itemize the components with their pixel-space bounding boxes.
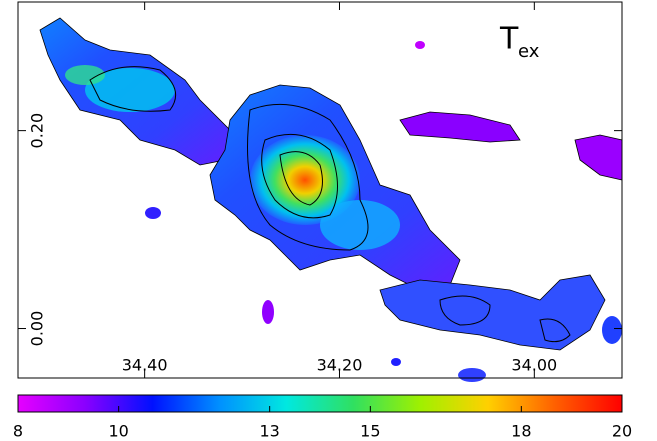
colorbar-tick-label: 18 bbox=[511, 422, 531, 441]
emission-map bbox=[39, 17, 623, 382]
colorbar-tick-label: 20 bbox=[612, 422, 632, 441]
x-tick-label: 34.00 bbox=[511, 356, 557, 375]
colorbar-tick-label: 10 bbox=[108, 422, 128, 441]
axes: 34.40 34.20 34.00 0.20 0.00 bbox=[18, 2, 622, 378]
colorbar-tick-label: 8 bbox=[13, 422, 23, 441]
colorbar-tick-label: 13 bbox=[259, 422, 279, 441]
y-tick-label: 0.00 bbox=[28, 311, 47, 347]
title: T bbox=[499, 22, 519, 57]
colorbar-tick-label: 15 bbox=[360, 422, 380, 441]
x-tick-label: 34.20 bbox=[317, 356, 363, 375]
colorbar bbox=[17, 394, 623, 413]
title-subscript: ex bbox=[518, 41, 540, 62]
x-tick-label: 34.40 bbox=[122, 356, 168, 375]
y-tick-label: 0.20 bbox=[28, 113, 47, 149]
plot-frame bbox=[17, 1, 623, 379]
